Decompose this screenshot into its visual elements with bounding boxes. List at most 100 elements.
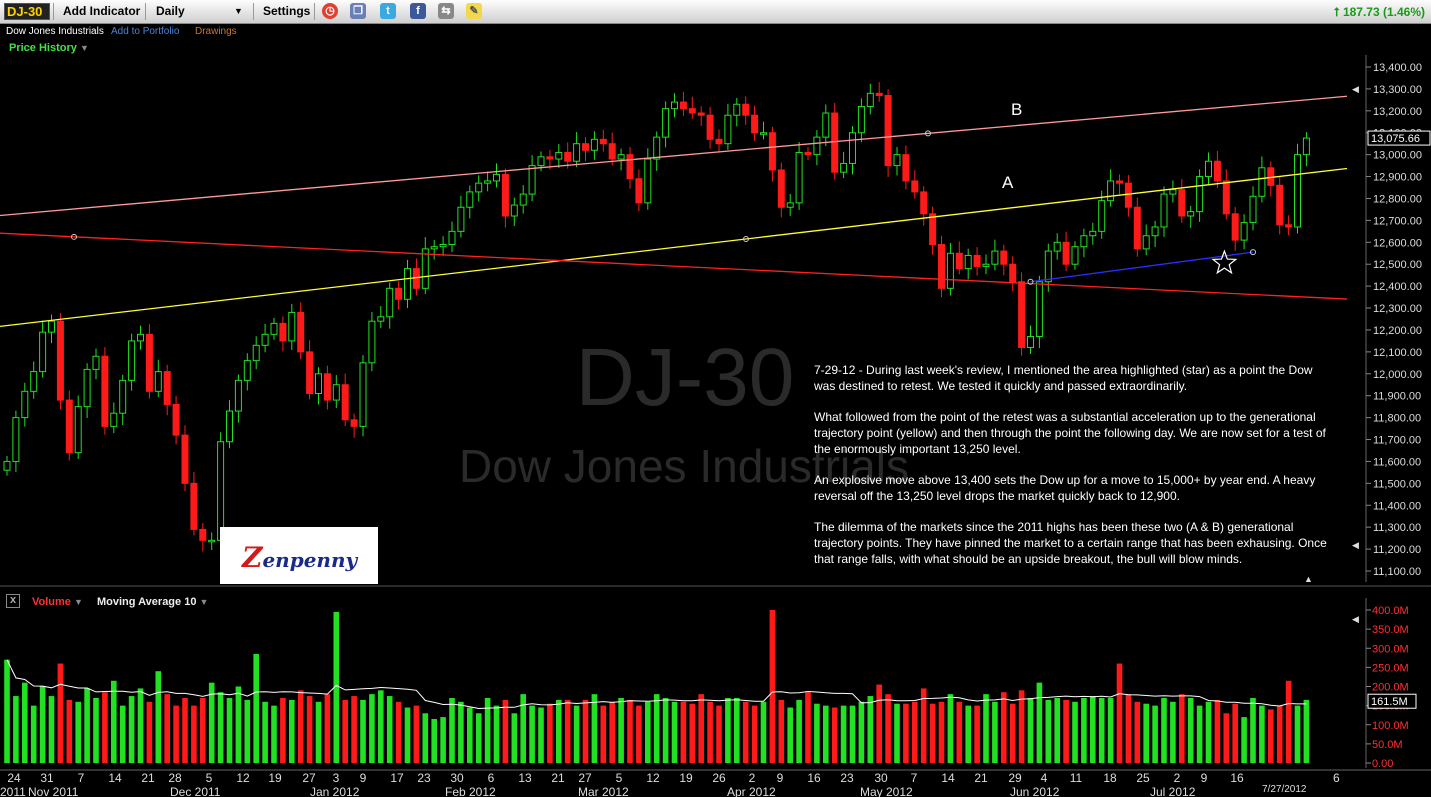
volume-bar [903,703,909,763]
price-history-dropdown[interactable]: Price History ▼ [9,42,89,54]
volume-bar [395,701,402,763]
volume-bar [1268,709,1274,763]
add-to-portfolio-link[interactable]: Add to Portfolio [111,26,180,37]
volume-bar [1303,699,1310,763]
candle-body [946,252,954,289]
moving-average-dropdown[interactable]: Moving Average 10 ▼ [97,596,208,608]
candle-body [243,360,251,381]
candle-body [48,320,55,333]
volume-bar [1027,697,1034,763]
volume-bar [511,713,518,763]
candle-body [270,322,278,335]
symbol-box[interactable]: DJ-30 [4,3,50,20]
volume-bar [947,694,954,763]
handle-dot[interactable] [1027,278,1034,285]
volume-bar [217,692,224,763]
facebook-icon[interactable]: f [410,3,426,19]
x-month-label: Apr 2012 [727,785,776,797]
volume-label: Volume [32,596,71,608]
volume-bar [493,705,500,763]
candle-body [190,482,198,530]
candle-body [83,368,91,408]
price-change-value: 187.73 (1.46%) [1342,5,1425,19]
volume-bar [13,696,19,763]
volume-bar [707,701,713,763]
candle-body [1169,189,1177,195]
handle-dot[interactable] [743,235,749,242]
volume-bar [102,692,108,763]
separator [253,3,254,20]
star-marker[interactable] [1211,249,1238,275]
close-volume-button[interactable]: x [6,594,20,608]
candle-body [733,103,741,116]
price-tick-label: 11,200.00 [1373,544,1421,556]
volume-dropdown[interactable]: Volume ▼ [32,596,83,608]
volume-bar [974,705,980,763]
volume-bar [645,701,651,763]
volume-bar [1134,701,1141,763]
handle-dot[interactable] [1250,249,1256,256]
volume-bar [1285,680,1292,763]
volume-tick-label: 350.0M [1372,624,1409,636]
candle-body [528,165,536,195]
candle-body [813,136,821,156]
separator [145,3,146,20]
volume-tick-label: 200.0M [1372,682,1409,694]
candle-body [501,173,509,217]
twitter-icon[interactable]: t [380,3,396,19]
candle-body [172,403,180,436]
volume-bar [564,699,571,763]
share-icon[interactable]: ⇆ [438,3,454,19]
up-arrow-icon: ⭡ [1333,5,1340,19]
volume-bar [226,697,233,763]
zenpenny-logo: Zenpenny [220,527,378,584]
candle-body [315,373,322,395]
price-tick-label: 12,100.00 [1373,347,1422,359]
candle-body [448,230,456,245]
handle-dot[interactable] [925,130,931,137]
settings-button[interactable]: Settings [263,4,311,18]
trendline-lower[interactable] [0,232,1348,300]
x-tick-label: 4 [1041,771,1048,785]
chevron-down-icon[interactable]: ▼ [234,6,243,16]
volume-bar [386,696,393,763]
add-indicator-button[interactable]: Add Indicator [63,4,141,18]
trendline-A[interactable] [0,167,1348,328]
volume-bar [208,682,215,763]
volume-bar [164,694,170,763]
volume-bar [965,705,971,763]
x-tick-label: 23 [840,771,854,785]
volume-bar [680,701,687,763]
drawings-link[interactable]: Drawings [195,26,237,37]
volume-bar [30,705,37,763]
volume-bar [1125,694,1132,763]
volume-bar [1107,697,1114,763]
candle-body [1240,222,1248,241]
trendline-support[interactable] [1030,251,1254,283]
price-tick-label: 12,900.00 [1373,172,1422,184]
date-label: 7/27/2012 [1262,784,1307,795]
candle-body [234,379,242,412]
volume-bar [1214,699,1221,763]
volume-bar [200,697,206,763]
price-tick-label: 11,600.00 [1373,456,1421,468]
copy-icon[interactable]: ❐ [350,3,366,19]
x-tick-label: 11 [1070,771,1083,785]
x-tick-label: 14 [108,771,122,785]
x-tick-label: 9 [360,771,367,785]
candle-body [119,379,127,414]
candle-body [715,138,723,145]
volume-bar [529,705,535,763]
volume-bar [351,696,357,763]
volume-bar [520,694,526,763]
volume-tick-label: 300.0M [1372,643,1409,655]
note-icon[interactable]: ✎ [466,3,482,19]
handle-dot[interactable] [71,233,77,240]
trendline-B[interactable] [0,95,1348,217]
period-dropdown[interactable]: Daily [156,4,185,18]
alarm-icon[interactable]: ◷ [322,3,338,19]
volume-bar [475,713,482,763]
candle-body [350,419,358,427]
volume-bar [155,671,162,763]
